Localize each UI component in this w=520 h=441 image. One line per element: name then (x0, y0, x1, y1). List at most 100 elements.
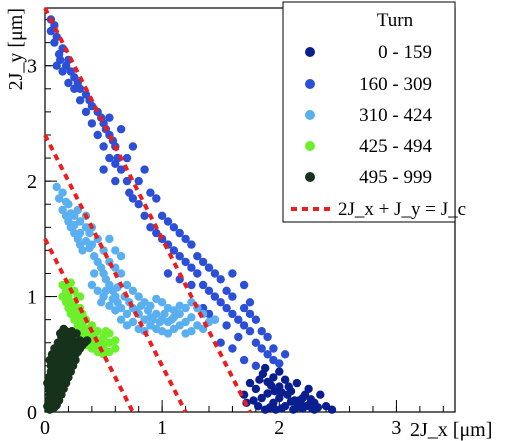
data-point (181, 303, 190, 313)
data-point (269, 344, 278, 353)
data-point (198, 280, 208, 290)
data-point (116, 315, 126, 324)
data-point (128, 142, 138, 151)
data-point (90, 269, 99, 278)
data-point (302, 402, 311, 411)
data-point (275, 367, 284, 376)
data-point (75, 292, 85, 301)
threshold-line (43, 134, 188, 413)
data-point (122, 309, 132, 319)
data-point (234, 332, 243, 342)
data-point (58, 67, 67, 76)
data-point (245, 309, 255, 319)
y-axis-label: 2J_y [μm] (5, 8, 27, 90)
data-point (261, 363, 270, 373)
data-point (152, 194, 161, 203)
legend-marker (305, 141, 315, 151)
threshold-lines (43, 7, 252, 413)
data-point (187, 240, 196, 249)
legend: Turn 0 - 159 160 - 309 310 - 424 425 - 494 49… (282, 1, 466, 223)
data-point (111, 176, 120, 186)
data-point (97, 298, 106, 307)
data-point (257, 327, 266, 336)
data-point (280, 375, 290, 384)
data-point (251, 338, 261, 347)
data-point (228, 269, 237, 278)
data-point (181, 234, 190, 244)
data-point (216, 275, 225, 284)
data-point (146, 188, 155, 197)
data-point (313, 403, 323, 412)
data-point (300, 390, 310, 399)
series-160-309 (46, 15, 290, 370)
data-point (57, 352, 66, 361)
legend-marker (305, 110, 315, 120)
data-point (251, 384, 261, 394)
data-point (122, 153, 132, 163)
data-point (160, 309, 169, 319)
data-point (187, 263, 196, 272)
data-point (45, 405, 54, 414)
legend-entry: 310 - 424 (359, 105, 432, 126)
data-point (157, 298, 167, 307)
data-point (280, 350, 290, 359)
data-point (175, 309, 184, 319)
legend-entry: 0 - 159 (378, 42, 432, 63)
data-point (210, 315, 220, 324)
data-point (187, 327, 196, 336)
data-point (257, 393, 266, 403)
data-point (75, 228, 85, 238)
y-tick-label: 3 (27, 56, 37, 78)
data-point (198, 257, 208, 267)
data-point (93, 130, 102, 140)
data-point (61, 197, 71, 207)
data-point (228, 309, 237, 319)
series-495-999 (43, 324, 92, 414)
data-point (111, 159, 120, 168)
legend-marker (305, 79, 315, 89)
data-point (193, 252, 202, 261)
data-point (292, 378, 302, 388)
data-point (263, 389, 272, 398)
data-point (87, 119, 97, 128)
data-point (169, 223, 179, 232)
series-0-159 (239, 363, 337, 414)
data-point (105, 329, 114, 338)
data-point (198, 303, 208, 313)
data-point (327, 405, 337, 414)
data-point (64, 78, 73, 88)
data-point (228, 292, 237, 301)
data-point (134, 176, 143, 186)
data-point (140, 165, 149, 174)
data-point (116, 125, 126, 134)
data-point (181, 317, 190, 327)
data-point (49, 378, 58, 388)
data-point (105, 113, 114, 122)
data-point (72, 329, 81, 338)
legend-marker (305, 47, 315, 57)
data-point (52, 367, 61, 376)
data-point (239, 303, 249, 313)
data-point (105, 153, 114, 163)
data-point (316, 390, 325, 399)
data-point (111, 306, 120, 315)
data-point (52, 182, 61, 192)
data-point (54, 359, 64, 368)
data-point (167, 315, 176, 324)
data-point (70, 84, 79, 94)
threshold-line (43, 7, 252, 413)
data-point (175, 252, 184, 261)
data-point (187, 280, 196, 290)
data-point (204, 286, 214, 295)
data-point (257, 344, 266, 353)
data-point (216, 298, 225, 307)
data-point (111, 336, 120, 345)
data-point (93, 286, 102, 295)
data-point (146, 223, 155, 232)
data-point (101, 286, 111, 295)
data-point (251, 315, 261, 324)
data-point (228, 344, 237, 353)
data-point (64, 340, 73, 350)
